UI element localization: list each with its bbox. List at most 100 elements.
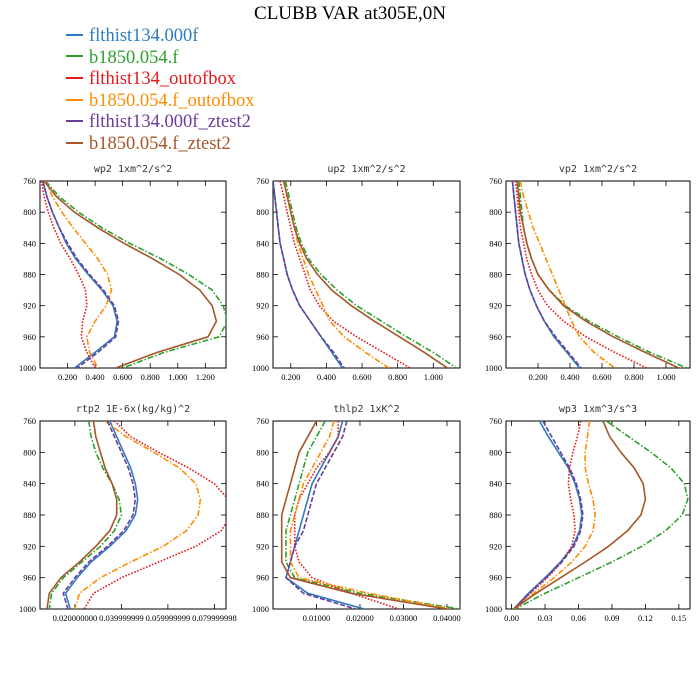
y-tick-label: 1000 [19, 604, 36, 614]
x-tick-label: 0.800 [624, 372, 643, 382]
x-tick-label: 0.039999999 [99, 613, 144, 623]
legend-item: flthist134_outofbox [66, 69, 254, 91]
y-tick-label: 880 [256, 270, 269, 280]
x-tick-label: 0.800 [141, 372, 160, 382]
legend: flthist134.000f b1850.054.f flthist134_o… [66, 26, 254, 156]
y-tick-label: 920 [489, 301, 502, 311]
y-tick-label: 760 [23, 416, 36, 426]
series-line [64, 421, 139, 609]
legend-swatch [66, 76, 83, 79]
y-tick-label: 1000 [485, 604, 502, 614]
series-line [514, 181, 648, 368]
y-tick-label: 760 [489, 416, 502, 426]
series-line [289, 421, 452, 609]
panel-title: wp3 1xm^3/s^3 [559, 404, 637, 415]
series-line [513, 421, 583, 609]
plot-frame [505, 420, 691, 610]
panel-title: thlp2 1xK^2 [333, 404, 399, 415]
page-title: CLUBB VAR at305E,0N [254, 3, 446, 24]
legend-swatch [66, 141, 83, 144]
x-tick-label: 1.000 [656, 372, 675, 382]
series-line [284, 181, 457, 368]
y-tick-label: 920 [256, 301, 269, 311]
x-tick-label: 0.600 [352, 372, 371, 382]
legend-label: flthist134.000f_ztest2 [89, 112, 251, 133]
series-line [83, 421, 226, 609]
x-tick-label: 0.00 [504, 613, 519, 623]
series-line [293, 421, 400, 609]
x-tick-label: 1.000 [424, 372, 443, 382]
series-line [514, 421, 596, 609]
x-tick-label: 0.200 [281, 372, 300, 382]
panel-title: wp2 1xm^2/s^2 [94, 164, 172, 175]
panel-title: vp2 1xm^2/s^2 [559, 164, 637, 175]
x-tick-label: 0.400 [317, 372, 336, 382]
y-tick-label: 760 [23, 176, 36, 186]
x-tick-label: 0.06 [571, 613, 586, 623]
y-tick-label: 920 [256, 541, 269, 551]
x-tick-label: 0.600 [592, 372, 611, 382]
series-line [513, 421, 647, 609]
y-tick-label: 880 [489, 270, 502, 280]
legend-label: b1850.054.f [89, 47, 179, 68]
y-tick-label: 800 [489, 447, 502, 457]
x-tick-label: 0.02000 [346, 613, 374, 623]
y-tick-label: 840 [489, 479, 502, 489]
y-tick-label: 880 [23, 510, 36, 520]
series-line [46, 421, 118, 609]
y-tick-label: 840 [23, 238, 36, 248]
y-tick-label: 960 [489, 332, 502, 342]
y-tick-label: 920 [489, 541, 502, 551]
x-tick-label: 0.200 [528, 372, 547, 382]
y-tick-label: 800 [23, 447, 36, 457]
legend-item: b1850.054.f_ztest2 [66, 134, 254, 156]
series-line [43, 181, 218, 368]
y-tick-label: 800 [489, 207, 502, 217]
x-tick-label: 0.079999998 [192, 613, 237, 623]
series-line [285, 421, 460, 609]
y-tick-label: 760 [256, 416, 269, 426]
y-tick-label: 800 [256, 207, 269, 217]
legend-item: flthist134.000f_ztest2 [66, 112, 254, 134]
x-tick-label: 0.200 [58, 372, 77, 382]
legend-swatch [66, 55, 83, 58]
x-tick-label: 0.09 [605, 613, 620, 623]
legend-label: flthist134.000f [89, 26, 199, 46]
y-tick-label: 840 [256, 238, 269, 248]
series-line [42, 181, 120, 368]
legend-label: flthist134_outofbox [89, 69, 236, 90]
legend-label: b1850.054.f_outofbox [89, 90, 255, 111]
x-tick-label: 0.400 [86, 372, 105, 382]
x-tick-label: 0.03 [538, 613, 553, 623]
y-tick-label: 1000 [252, 363, 269, 373]
legend-item: flthist134.000f [66, 26, 254, 48]
y-tick-label: 840 [489, 238, 502, 248]
y-tick-label: 960 [256, 332, 269, 342]
x-tick-label: 0.059999999 [146, 613, 191, 623]
y-tick-label: 960 [23, 573, 36, 583]
y-tick-label: 960 [23, 332, 36, 342]
plot-frame [272, 180, 461, 369]
series-line [273, 181, 344, 368]
y-tick-label: 880 [23, 270, 36, 280]
y-tick-label: 840 [23, 479, 36, 489]
series-line [74, 421, 202, 609]
y-tick-label: 1000 [252, 604, 269, 614]
series-line [519, 181, 616, 368]
x-tick-label: 0.800 [388, 372, 407, 382]
x-tick-label: 0.400 [560, 372, 579, 382]
series-line [44, 181, 226, 368]
series-line [282, 181, 390, 368]
series-line [273, 181, 345, 368]
series-line [282, 181, 448, 368]
legend-item: b1850.054.f_outofbox [66, 91, 254, 113]
x-tick-label: 0.15 [671, 613, 686, 623]
series-line [44, 181, 113, 368]
series-line [516, 181, 680, 368]
legend-swatch [66, 120, 83, 123]
series-line [518, 181, 688, 368]
series-line [514, 421, 689, 609]
y-tick-label: 920 [23, 541, 36, 551]
y-tick-label: 960 [256, 573, 269, 583]
